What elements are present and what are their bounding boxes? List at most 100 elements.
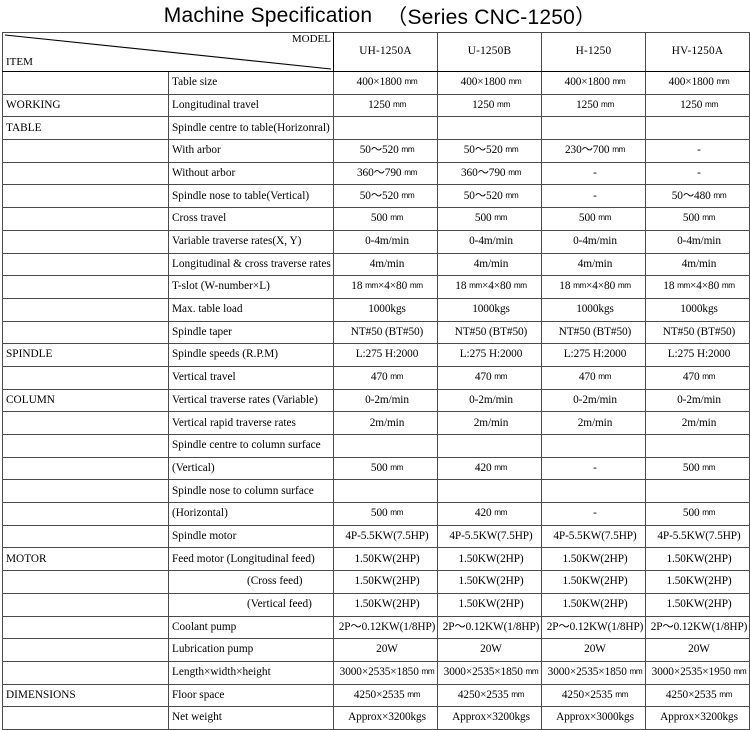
spec-value-cell: - <box>541 161 646 186</box>
spec-value-cell: 50～520 mm <box>333 139 438 163</box>
table-row: (Vertical) 500 mm 420 mm -500 mm <box>2 456 750 481</box>
item-label-cell: (Cross feed) <box>168 570 334 594</box>
item-label-cell: Vertical rapid traverse rates <box>168 411 334 435</box>
spec-value-cell: 4m/min <box>437 252 542 277</box>
spec-value-cell: 0-4m/min <box>645 229 750 254</box>
spec-value-cell: 1.50KW(2HP) <box>645 570 750 594</box>
spec-value-cell: - <box>645 161 750 186</box>
spec-value-cell: 1.50KW(2HP) <box>333 570 438 594</box>
spec-value-cell: 2m/min <box>437 411 542 435</box>
unit-label: mm <box>390 508 404 518</box>
item-label-cell: Vertical travel <box>168 365 334 390</box>
spec-value-cell: 1250 mm <box>333 93 438 118</box>
spec-value-cell <box>437 479 542 504</box>
table-row: (Vertical feed) 1.50KW(2HP) 1.50KW(2HP) 1.5… <box>2 592 750 617</box>
spec-value-cell: Approx×3200kgs <box>645 706 750 730</box>
spec-value-cell: 50～520 mm <box>333 184 438 209</box>
table-row: Spindle centre to column surface <box>2 434 750 458</box>
spec-value-cell: 420 mm <box>437 456 542 481</box>
spec-value-cell: 1.50KW(2HP) <box>645 547 750 572</box>
unit-label: mm <box>365 281 378 291</box>
item-label-cell: Lubrication pump <box>168 638 334 662</box>
group-label-cell <box>2 161 169 186</box>
spec-value-cell: 0-2m/min <box>645 388 750 413</box>
spec-value-cell: 2P～0.12KW(1/8HP) <box>437 615 542 640</box>
spec-value-cell: 500 mm <box>333 207 438 231</box>
spec-value-cell: 4m/min <box>645 252 750 277</box>
spec-value-cell: 0-2m/min <box>333 388 438 413</box>
spec-value-cell: L:275 H:2000 <box>437 343 542 367</box>
item-label-cell: Length×width×height <box>168 660 334 685</box>
table-row: SPINDLE Spindle speeds (R.P.M) L:275 H:200… <box>2 343 750 367</box>
unit-label: mm <box>733 667 747 677</box>
item-label-cell: Without arbor <box>168 161 334 186</box>
spec-value-cell: NT#50 (BT#50) <box>541 320 646 345</box>
spec-value-cell: 1.50KW(2HP) <box>541 570 646 594</box>
unit-label: mm <box>497 99 510 109</box>
spec-value-cell: 1.50KW(2HP) <box>333 592 438 617</box>
spec-value-cell: 1250 mm <box>645 93 750 118</box>
spec-value-cell <box>333 434 438 458</box>
table-row: Table size 400×1800 mm 400×1800 mm 400×1800… <box>2 71 750 95</box>
group-label-cell <box>2 365 169 390</box>
item-label-cell: Floor space <box>168 683 334 708</box>
spec-value-cell: 1.50KW(2HP) <box>333 547 438 572</box>
unit-label: mm <box>494 508 508 518</box>
spec-value-cell: - <box>541 184 646 209</box>
table-row: TABLE Spindle centre to table(Horizonral) <box>2 116 750 141</box>
unit-label: mm <box>404 167 418 177</box>
table-row: Longitudinal & cross traverse rates 4m/mi… <box>2 252 750 277</box>
item-label-cell: Table size <box>168 71 334 95</box>
table-row: Net weight Approx×3200kgs Approx×3200kgs Ap… <box>2 706 750 730</box>
spec-value-cell: 2m/min <box>333 411 438 435</box>
group-label-cell <box>2 660 169 685</box>
unit-label: mm <box>393 99 406 109</box>
table-row: (Cross feed) 1.50KW(2HP) 1.50KW(2HP) 1.50KW… <box>2 570 750 594</box>
item-label-cell: Feed motor (Longitudinal feed) <box>168 547 334 572</box>
spec-value-cell: Approx×3000kgs <box>541 706 646 730</box>
unit-label: mm <box>629 667 643 677</box>
spec-value-cell: 0-4m/min <box>437 229 542 254</box>
group-label-cell <box>2 139 169 163</box>
group-label-cell: SPINDLE <box>2 343 169 367</box>
spec-value-cell: 20W <box>437 638 542 662</box>
spec-value-cell: 4P-5.5KW(7.5HP) <box>437 524 542 549</box>
spec-value-cell: 360～790 mm <box>437 161 542 186</box>
spec-value-cell: 1.50KW(2HP) <box>437 547 542 572</box>
spec-value-cell: 4m/min <box>333 252 438 277</box>
diagonal-divider-icon <box>4 34 332 70</box>
spec-value-cell: 1000kgs <box>333 297 438 322</box>
group-label-cell <box>2 252 169 277</box>
unit-label: mm <box>511 689 525 699</box>
spec-value-cell: 400×1800 mm <box>437 71 542 95</box>
spec-value-cell: 470 mm <box>541 365 646 390</box>
unit-label: mm <box>390 372 404 382</box>
group-label-cell <box>2 207 169 231</box>
spec-value-cell: 1.50KW(2HP) <box>541 592 646 617</box>
group-label-cell <box>2 570 169 594</box>
model-column-header: U-1250B <box>437 32 542 72</box>
table-row: Coolant pump 2P～0.12KW(1/8HP) 2P～0.12KW(1/… <box>2 615 750 640</box>
table-row: Lubrication pump 20W 20W 20W 20W <box>2 638 750 662</box>
group-label-cell <box>2 411 169 435</box>
spec-value-cell: 4250×2535 mm <box>645 683 750 708</box>
page-title: Machine Specification （Series CNC-1250） <box>0 0 750 32</box>
model-axis-label: MODEL <box>291 33 331 45</box>
spec-value-cell: 4m/min <box>541 252 646 277</box>
unit-label: mm <box>702 372 716 382</box>
unit-label: mm <box>598 213 612 223</box>
item-label-cell: With arbor <box>168 139 334 163</box>
table-row: WORKING Longitudinal travel 1250 mm 1250 mm… <box>2 93 750 118</box>
spec-value-cell: 18 mm×4×80 mm <box>541 275 646 299</box>
spec-value-cell: 50～480 mm <box>645 184 750 209</box>
spec-value-cell: 420 mm <box>437 502 542 526</box>
group-label-cell: COLUMN <box>2 388 169 413</box>
unit-label: mm <box>525 667 539 677</box>
spec-value-cell: - <box>645 139 750 163</box>
item-label-cell: Net weight <box>168 706 334 730</box>
unit-label: mm <box>508 167 522 177</box>
table-row: Spindle taper NT#50 (BT#50) NT#50 (BT#50) N… <box>2 320 750 345</box>
spec-value-cell <box>541 479 646 504</box>
spec-value-cell: 50～520 mm <box>437 139 542 163</box>
